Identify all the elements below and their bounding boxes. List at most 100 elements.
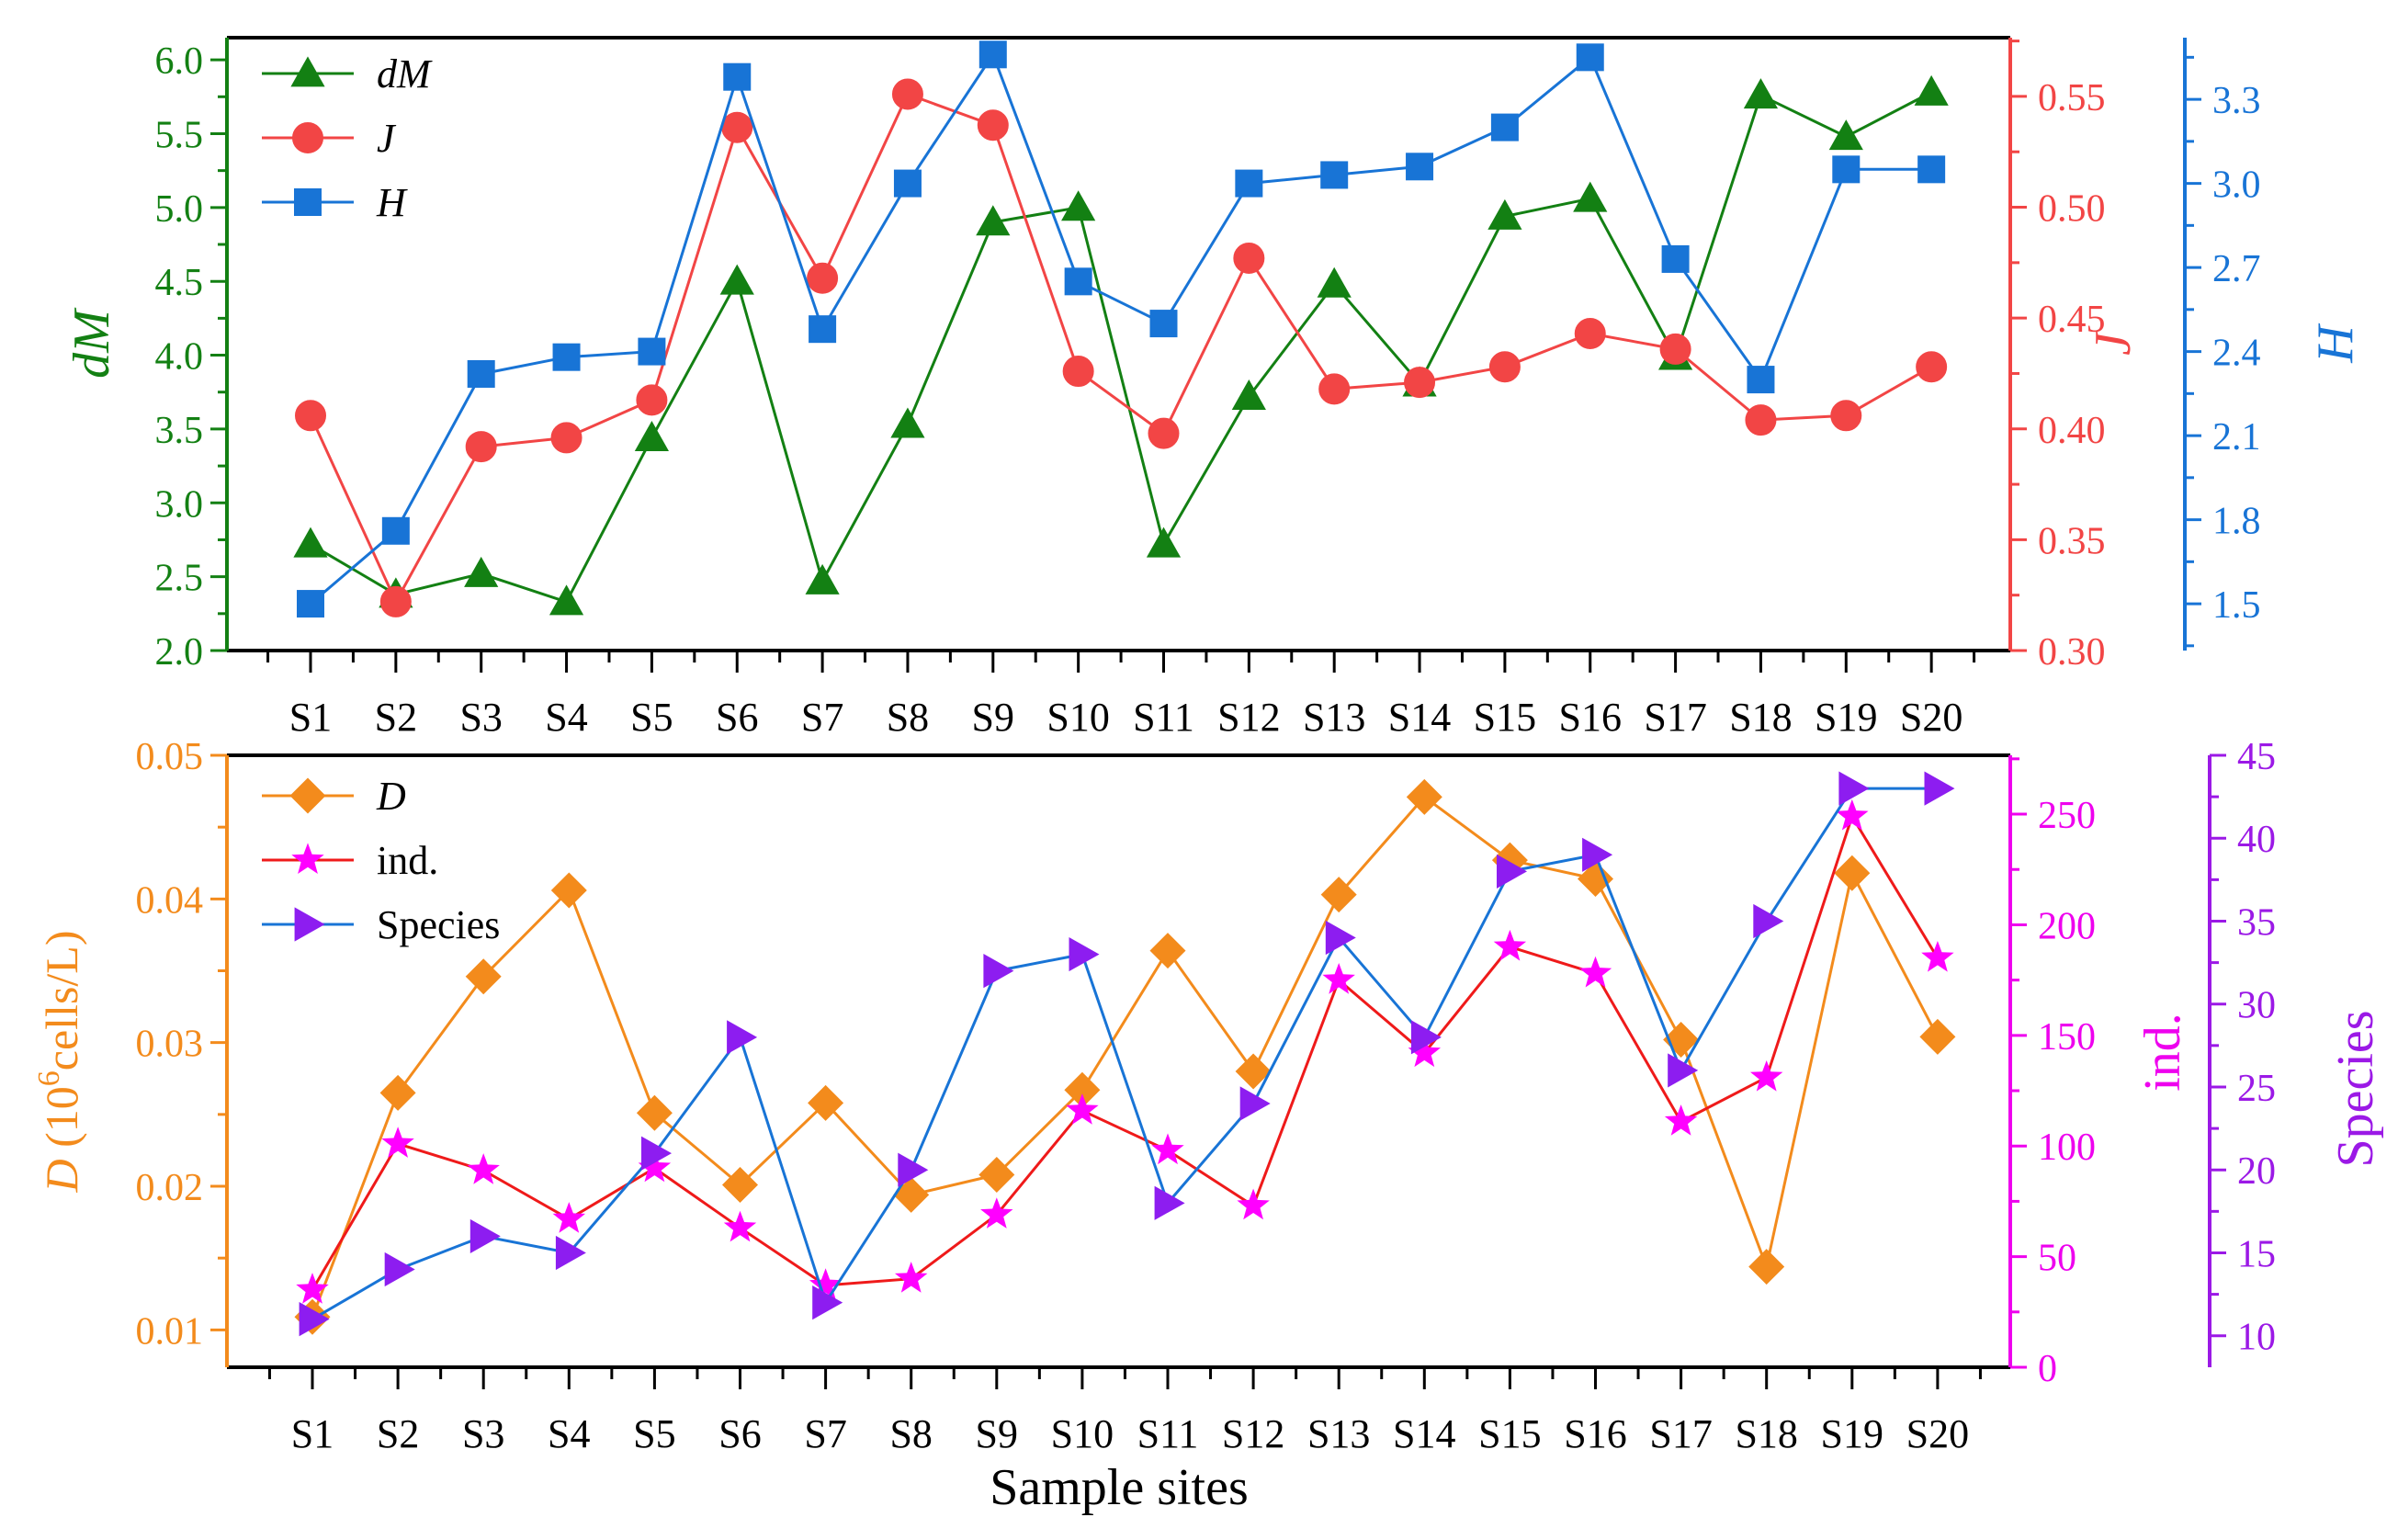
x-tick-label: S2 <box>377 1411 419 1456</box>
left-tick-label: 0.01 <box>136 1310 204 1353</box>
data-point-d <box>1919 1018 1956 1055</box>
x-tick-label: S20 <box>1906 1411 1969 1456</box>
data-point-dm <box>1828 119 1863 151</box>
data-point-h <box>381 516 410 545</box>
x-tick-label: S16 <box>1564 1411 1626 1456</box>
data-point-j <box>636 384 668 416</box>
x-tick-label: S15 <box>1474 695 1536 740</box>
data-point-j <box>295 400 326 432</box>
x-tick-label: S11 <box>1137 1411 1199 1456</box>
data-point-h <box>1149 310 1178 338</box>
data-point-dm <box>1743 78 1779 109</box>
data-point-d <box>1320 877 1357 913</box>
data-point-dm <box>890 407 925 438</box>
data-point-j <box>1404 367 1436 399</box>
right1-tick-label: 100 <box>2038 1127 2096 1169</box>
data-point-species <box>299 1302 330 1337</box>
x-axis-label: Sample sites <box>990 1459 1249 1516</box>
right2-tick-label: 15 <box>2237 1233 2276 1275</box>
data-point-ind <box>1750 1060 1783 1092</box>
data-point-h <box>1235 169 1263 198</box>
left-tick-label: 3.0 <box>155 483 204 526</box>
left-axis-title: D (106cells/L) <box>32 931 87 1194</box>
data-point-h <box>893 169 922 198</box>
data-point-dm <box>1146 527 1182 558</box>
data-point-ind <box>552 1202 585 1233</box>
data-point-species <box>1239 1086 1271 1121</box>
legend-label: J <box>377 116 397 161</box>
data-point-ind <box>1836 798 1869 831</box>
x-tick-label: S11 <box>1133 695 1194 740</box>
right2-tick-label: 1.8 <box>2212 501 2261 543</box>
data-point-dm <box>1573 181 1608 212</box>
right2-tick-label: 25 <box>2237 1068 2276 1110</box>
data-point-h <box>1064 267 1092 296</box>
data-point-species <box>555 1235 586 1271</box>
data-point-h <box>1917 155 1946 184</box>
x-tick-label: S2 <box>375 695 417 740</box>
data-point-species <box>469 1218 501 1254</box>
x-tick-label: S10 <box>1046 695 1109 740</box>
left-tick-label: 2.0 <box>155 631 204 674</box>
data-point-species <box>1154 1185 1185 1220</box>
x-tick-label: S5 <box>633 1411 675 1456</box>
data-point-d <box>808 1084 844 1121</box>
data-point-dm <box>464 556 499 587</box>
data-point-j <box>550 422 583 454</box>
right2-tick-label: 35 <box>2237 901 2276 944</box>
data-point-species <box>1668 1053 1699 1088</box>
right1-axis-title: ind. <box>2134 1013 2191 1092</box>
data-point-j <box>1830 400 1862 432</box>
data-point-ind <box>895 1262 928 1293</box>
x-tick-label: S9 <box>976 1411 1018 1456</box>
legend-marker <box>294 188 322 216</box>
right2-axis-title: Species <box>2327 1010 2384 1167</box>
data-point-d <box>1235 1053 1272 1090</box>
data-point-d <box>978 1157 1015 1194</box>
data-point-ind <box>980 1197 1013 1229</box>
x-tick-label: S17 <box>1644 695 1706 740</box>
data-point-d <box>465 958 502 995</box>
data-point-ind <box>1237 1188 1270 1220</box>
x-tick-label: S16 <box>1559 695 1622 740</box>
bottom-panel: S1 S2 S3 S4 S5 S6 S7 S8 S9 S10 S11 S12 S13 S14 S15 S16 S… <box>32 736 2384 1456</box>
x-tick-label: S3 <box>462 1411 504 1456</box>
data-point-species <box>1410 1020 1442 1055</box>
data-point-ind <box>723 1210 757 1242</box>
right1-tick-label: 0.30 <box>2038 631 2106 674</box>
right1-tick-label: 0.50 <box>2038 188 2106 231</box>
x-tick-label: S13 <box>1307 1411 1370 1456</box>
x-tick-label: S14 <box>1393 1411 1455 1456</box>
left-tick-label: 4.0 <box>155 336 204 379</box>
data-point-ind <box>1493 929 1527 961</box>
legend-marker <box>289 777 326 814</box>
right2-tick-label: 30 <box>2237 985 2276 1027</box>
data-point-h <box>1661 244 1690 273</box>
data-point-j <box>1318 373 1351 405</box>
data-point-h <box>1832 155 1861 184</box>
data-point-dm <box>719 264 754 295</box>
data-point-d <box>1748 1249 1785 1285</box>
x-tick-label: S20 <box>1900 695 1963 740</box>
data-point-h <box>809 315 837 344</box>
data-point-j <box>807 262 839 294</box>
left-tick-label: 0.04 <box>136 879 204 922</box>
data-point-ind <box>809 1268 843 1299</box>
x-tick-label: S4 <box>548 1411 590 1456</box>
data-point-h <box>1320 161 1349 189</box>
data-point-j <box>1659 333 1691 365</box>
data-point-d <box>1834 855 1871 891</box>
x-tick-label: S19 <box>1821 1411 1883 1456</box>
data-point-species <box>641 1136 672 1171</box>
series-line-h <box>310 51 1932 606</box>
legend-label: ind. <box>377 838 438 883</box>
data-point-ind <box>1664 1104 1698 1136</box>
data-point-species <box>1069 936 1100 972</box>
series-line-ind <box>311 812 1940 1291</box>
right1-tick-label: 0 <box>2038 1348 2057 1390</box>
data-point-d <box>722 1166 758 1203</box>
right1-tick-label: 0.35 <box>2038 520 2106 562</box>
legend-label: D <box>376 774 406 819</box>
data-point-dm <box>1487 198 1522 230</box>
right1-tick-label: 0.45 <box>2038 299 2106 341</box>
